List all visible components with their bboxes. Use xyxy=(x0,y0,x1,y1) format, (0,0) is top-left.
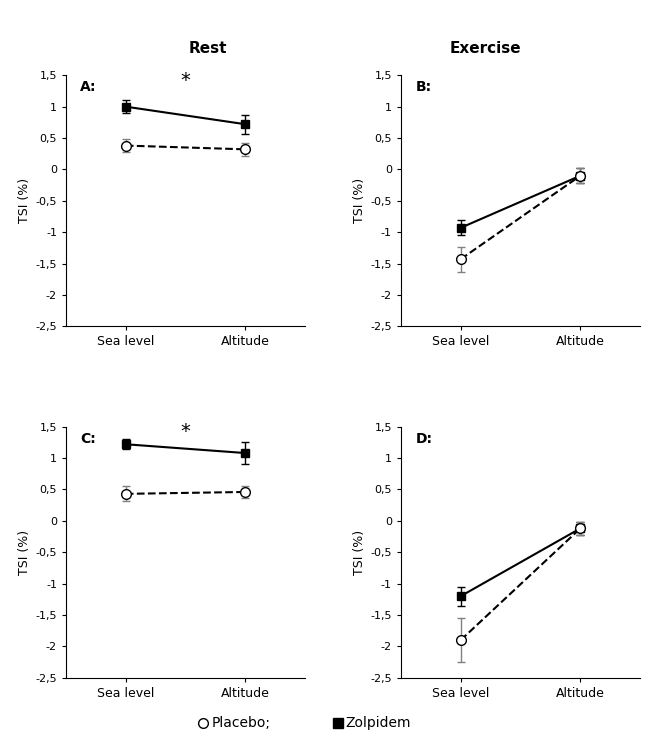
Y-axis label: TSI (%): TSI (%) xyxy=(18,529,31,575)
Text: Rest: Rest xyxy=(189,41,227,56)
Text: *: * xyxy=(181,71,191,90)
Text: Placebo;: Placebo; xyxy=(211,716,270,730)
Text: Exercise: Exercise xyxy=(449,41,521,56)
Text: D:: D: xyxy=(415,431,432,446)
Y-axis label: TSI (%): TSI (%) xyxy=(353,529,366,575)
Text: B:: B: xyxy=(415,81,432,94)
Y-axis label: TSI (%): TSI (%) xyxy=(18,178,31,224)
Text: *: * xyxy=(181,422,191,441)
Text: C:: C: xyxy=(81,431,96,446)
Text: Zolpidem: Zolpidem xyxy=(346,716,411,730)
Text: A:: A: xyxy=(81,81,97,94)
Y-axis label: TSI (%): TSI (%) xyxy=(353,178,366,224)
